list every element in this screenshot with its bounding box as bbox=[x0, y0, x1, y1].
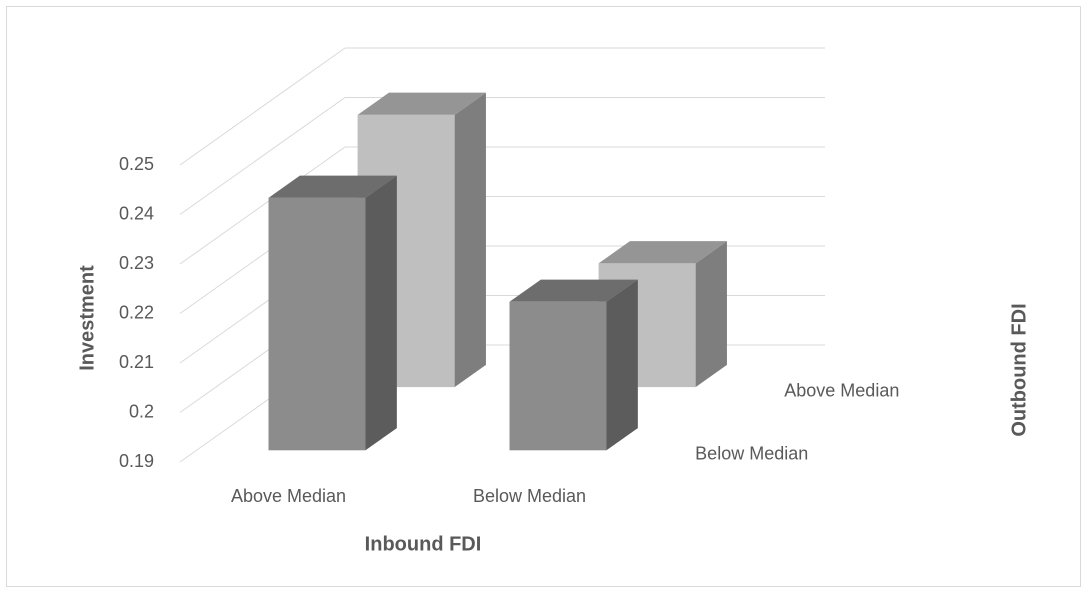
bar-side bbox=[695, 241, 727, 388]
z-tick-label: Below Median bbox=[695, 444, 808, 464]
z-tick-label: Above Median bbox=[784, 380, 899, 400]
y-axis-title: Investment bbox=[76, 265, 98, 371]
y-tick-label: 0.25 bbox=[119, 154, 154, 174]
bar bbox=[268, 197, 366, 451]
bar-top bbox=[509, 279, 638, 302]
grid-line bbox=[179, 97, 346, 215]
bar-side bbox=[454, 92, 486, 388]
y-tick-label: 0.19 bbox=[119, 451, 154, 471]
bar-side bbox=[606, 279, 638, 451]
bar-top bbox=[357, 92, 486, 115]
y-tick-label: 0.2 bbox=[129, 401, 154, 421]
bars bbox=[268, 92, 727, 451]
y-tick-label: 0.23 bbox=[119, 253, 154, 273]
bar-top bbox=[598, 241, 727, 264]
grid-line bbox=[179, 47, 346, 166]
y-tick-label: 0.22 bbox=[119, 302, 154, 322]
bar-side bbox=[365, 175, 397, 451]
z-axis-title: Outbound FDI bbox=[1008, 303, 1030, 436]
bar-top bbox=[268, 175, 397, 198]
grid-line bbox=[179, 146, 346, 265]
y-tick-label: 0.24 bbox=[119, 203, 154, 223]
bar bbox=[509, 301, 607, 451]
x-tick-label: Below Median bbox=[473, 486, 586, 506]
y-tick-label: 0.21 bbox=[119, 352, 154, 372]
x-axis-title: Inbound FDI bbox=[365, 533, 482, 555]
x-tick-label: Above Median bbox=[231, 486, 346, 506]
